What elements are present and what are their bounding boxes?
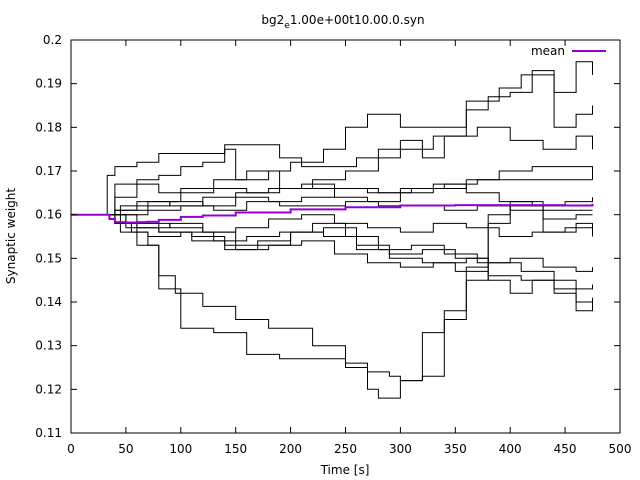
series-line <box>71 201 593 216</box>
series-line <box>71 74 593 216</box>
y-tick-label: 0.11 <box>35 426 62 440</box>
y-axis-title: Synaptic weight <box>4 188 18 285</box>
x-tick-label: 250 <box>334 442 357 456</box>
legend-label-mean: mean <box>531 44 565 58</box>
legend: mean <box>531 44 606 58</box>
series-line <box>71 214 593 272</box>
series-line <box>71 166 593 216</box>
series-line <box>71 205 593 399</box>
y-tick-label: 0.19 <box>35 77 62 91</box>
y-tick-label: 0.16 <box>35 208 62 222</box>
x-tick-label: 450 <box>554 442 577 456</box>
y-axis: 0.11 0.12 0.13 0.14 0.15 0.16 0.17 0.18 0.19 0.2 <box>35 33 620 440</box>
x-tick-label: 50 <box>118 442 133 456</box>
y-tick-label: 0.17 <box>35 164 62 178</box>
x-tick-label: 400 <box>499 442 522 456</box>
x-axis-title: Time [s] <box>320 463 370 477</box>
y-tick-label: 0.13 <box>35 339 62 353</box>
series-line <box>71 126 593 216</box>
y-tick-label: 0.14 <box>35 295 62 309</box>
x-tick-label: 350 <box>444 442 467 456</box>
x-tick-label: 500 <box>609 442 632 456</box>
y-tick-label: 0.12 <box>35 382 62 396</box>
x-tick-label: 0 <box>67 442 75 456</box>
x-tick-label: 300 <box>389 442 412 456</box>
plot-lines <box>71 61 594 399</box>
chart-title: bg2e1.00e+00t10.00.0.syn <box>261 13 424 31</box>
series-line <box>71 214 593 237</box>
x-tick-label: 200 <box>279 442 302 456</box>
y-tick-label: 0.15 <box>35 251 62 265</box>
x-tick-label: 100 <box>169 442 192 456</box>
series-line <box>71 214 593 290</box>
x-tick-label: 150 <box>224 442 247 456</box>
series-line <box>71 61 593 216</box>
series-line <box>71 214 593 312</box>
series-line-mean <box>71 203 594 224</box>
y-tick-label: 0.18 <box>35 120 62 134</box>
x-axis: 0 50 100 150 200 250 300 350 400 450 500 <box>67 40 631 456</box>
y-tick-label: 0.2 <box>43 33 62 47</box>
series-line <box>71 201 593 382</box>
series-line <box>71 179 593 216</box>
